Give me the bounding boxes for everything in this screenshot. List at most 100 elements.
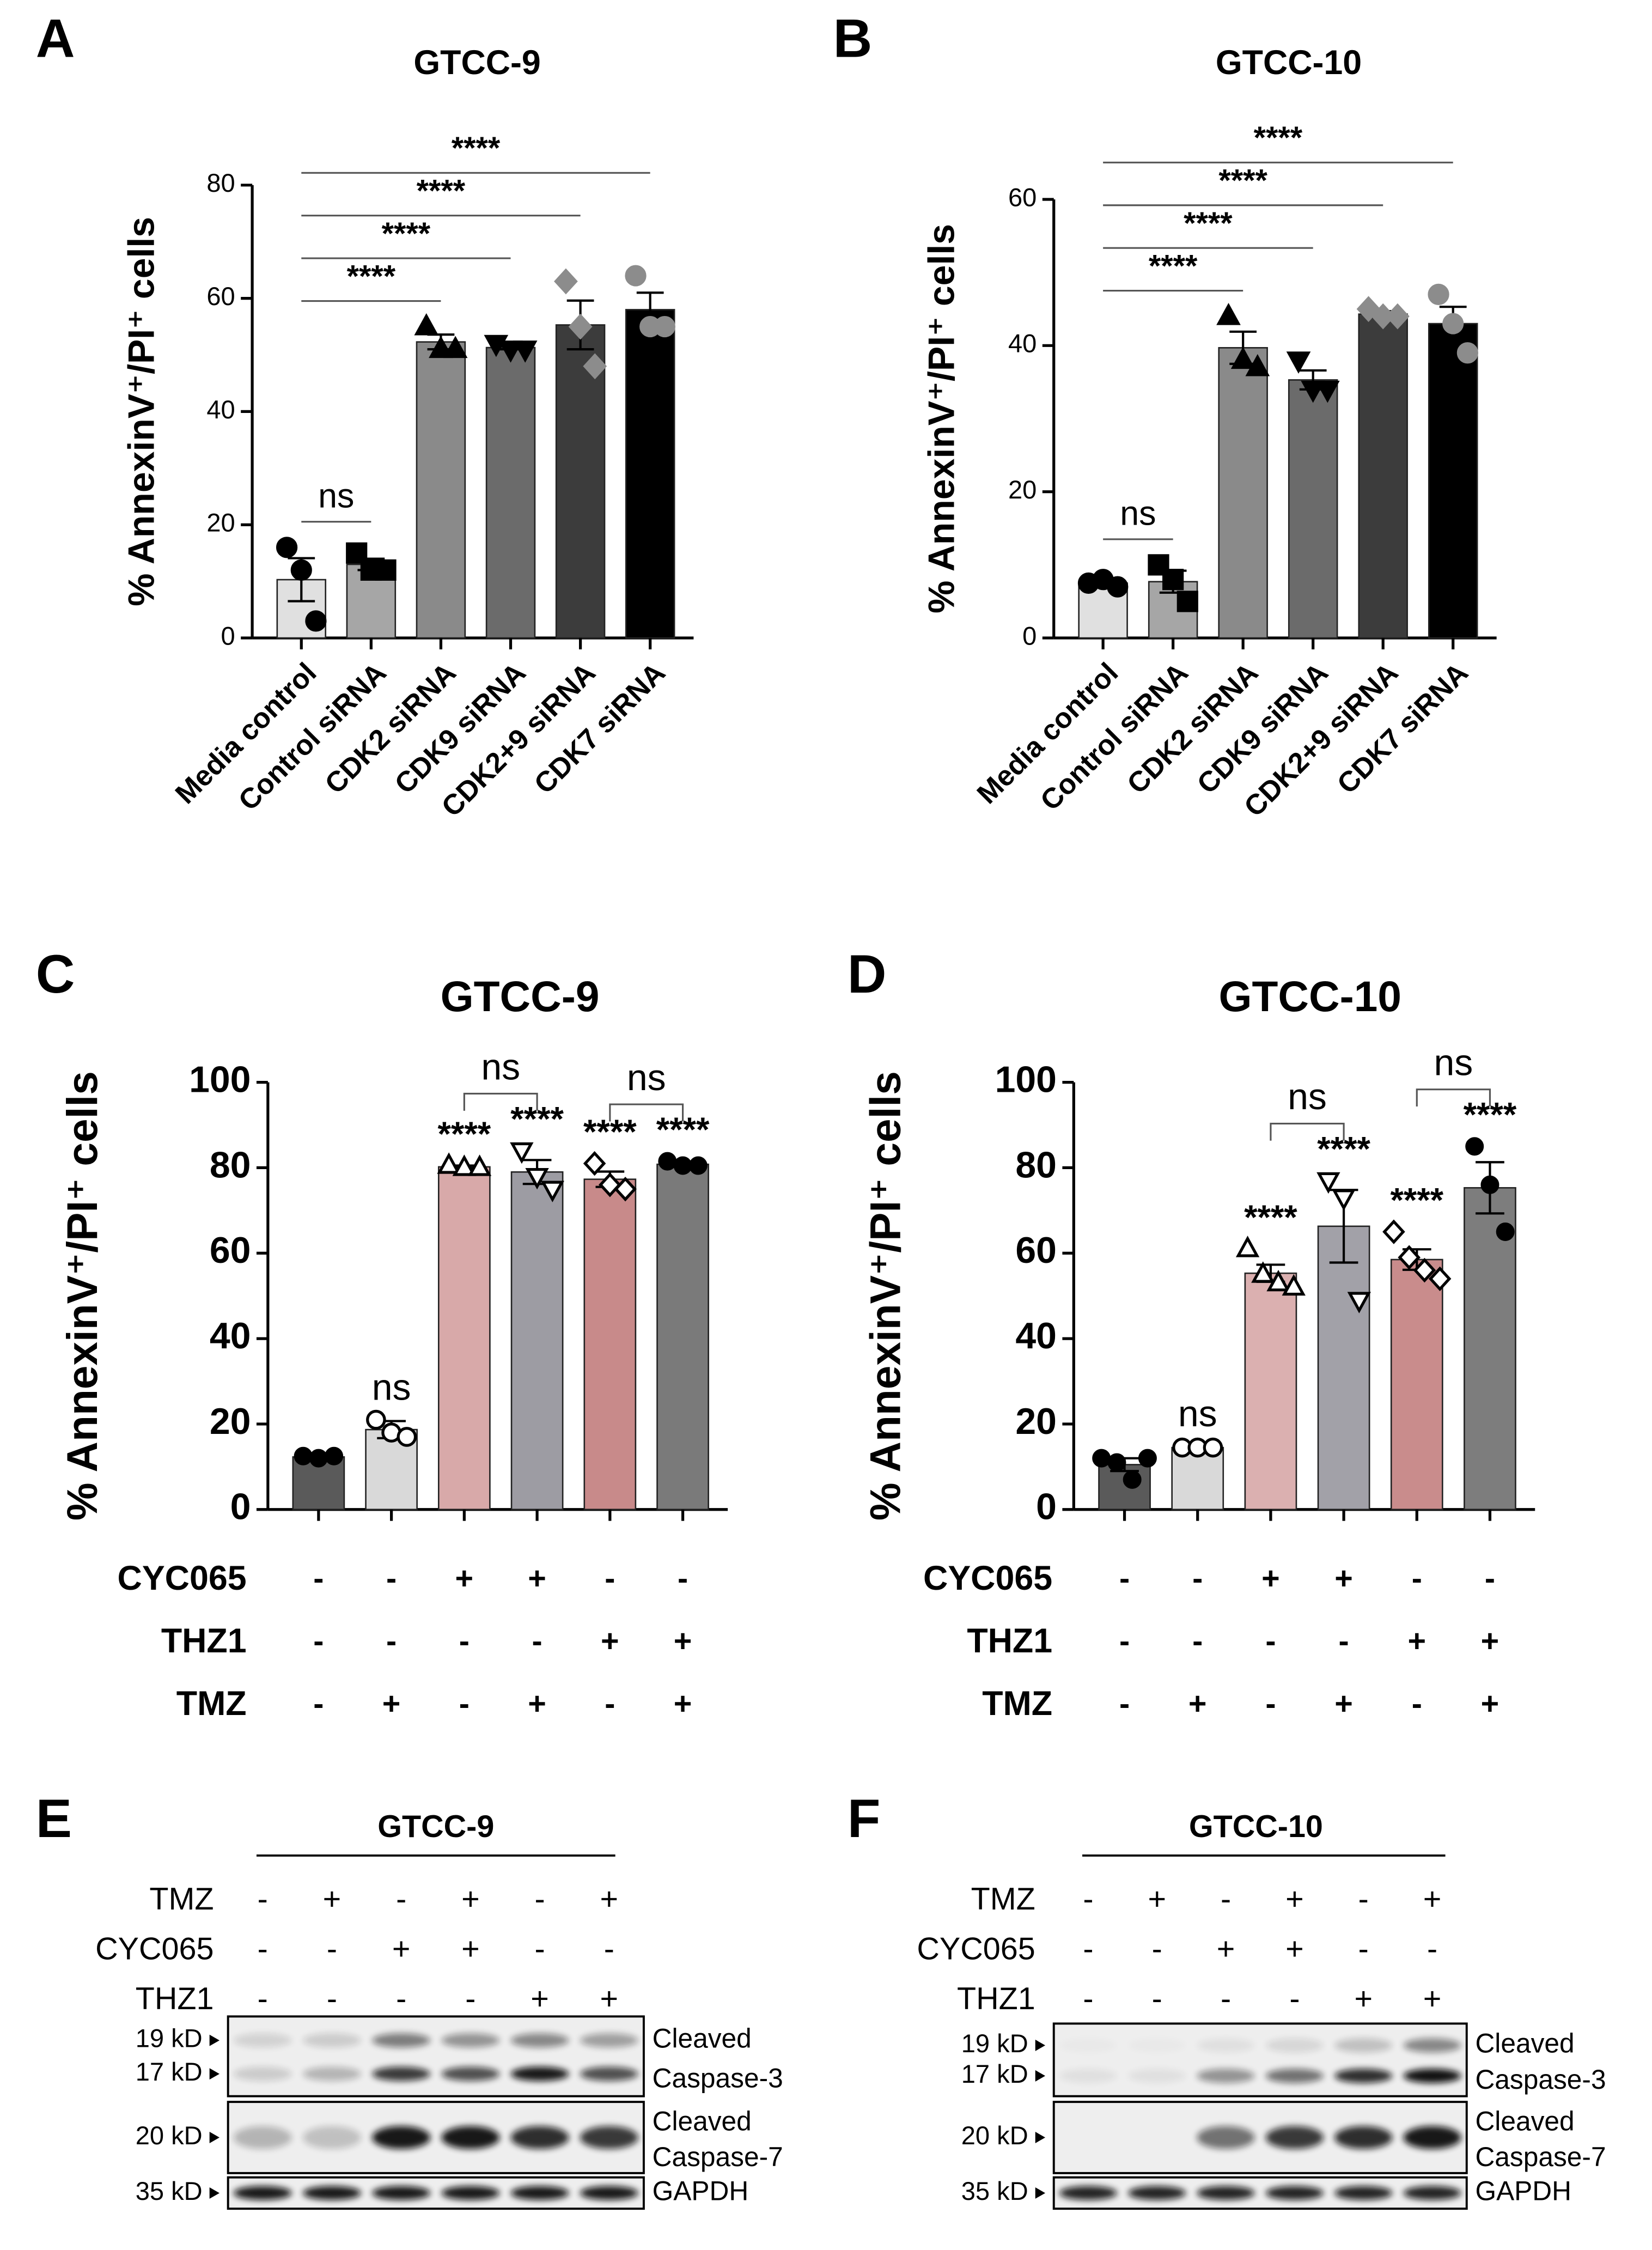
- data-point: [568, 313, 593, 340]
- treatment-sign: +: [1148, 1882, 1166, 1917]
- y-tick-label: 40: [210, 1315, 251, 1357]
- panel-letter: A: [36, 9, 75, 69]
- bar: [1288, 379, 1338, 639]
- treatment-sign: -: [386, 1561, 397, 1596]
- data-point: [325, 1446, 344, 1465]
- blot-band: [1128, 2069, 1186, 2083]
- bar: [1428, 323, 1478, 639]
- band-label: GAPDH: [1475, 2176, 1571, 2206]
- treatment-sign: +: [461, 1931, 480, 1966]
- data-point: [305, 610, 327, 632]
- size-arrow: [209, 2132, 220, 2143]
- data-point: [375, 559, 397, 581]
- size-arrow: [1035, 2132, 1046, 2143]
- y-tick-label: 100: [995, 1059, 1057, 1100]
- blot-band: [303, 2186, 361, 2200]
- significance-label: ****: [1244, 1199, 1297, 1237]
- blot-band: [1403, 2038, 1461, 2053]
- blot-band: [303, 2126, 361, 2149]
- treatment-name: CYC065: [118, 1559, 247, 1597]
- treatment-sign: -: [396, 1882, 406, 1917]
- data-point: [1465, 1137, 1484, 1156]
- treatment-sign: -: [313, 1561, 324, 1596]
- data-point: [1428, 283, 1449, 305]
- blot-band: [1334, 2186, 1393, 2200]
- treatment-sign: +: [1407, 1624, 1426, 1659]
- significance-label: ****: [417, 174, 466, 209]
- significance-label: ns: [372, 1366, 411, 1408]
- blot-band: [580, 2186, 638, 2200]
- bar: [416, 341, 466, 639]
- data-point: [510, 1142, 534, 1164]
- treatment-sign: +: [1481, 1624, 1499, 1659]
- blot-band: [441, 2186, 500, 2200]
- data-point: [1148, 554, 1169, 576]
- blot-title: GTCC-10: [1189, 1809, 1323, 1844]
- treatment-sign: +: [1285, 1882, 1304, 1917]
- band-label: Cleaved: [1475, 2028, 1574, 2059]
- band-label: GAPDH: [653, 2176, 749, 2206]
- data-point: [540, 1181, 564, 1202]
- treatment-name: TMZ: [149, 1882, 214, 1917]
- treatment-sign: -: [327, 1981, 337, 2016]
- blot-band: [1265, 2069, 1324, 2083]
- data-point: [1266, 1269, 1290, 1292]
- data-point: [654, 315, 675, 338]
- band-label: Cleaved: [653, 2106, 752, 2136]
- y-tick-label: 0: [221, 621, 235, 650]
- treatment-sign: -: [258, 1931, 268, 1966]
- band-label: Caspase-7: [1475, 2142, 1606, 2172]
- data-point: [414, 313, 439, 336]
- treatment-sign: -: [465, 1981, 476, 2016]
- data-point: [599, 1172, 621, 1197]
- blot-band: [1265, 2186, 1324, 2200]
- chart-panel: C GTCC-9 % AnnexinV⁺/PI⁺ cells 0 20 40 60 80 100…: [36, 944, 728, 1723]
- treatment-sign: -: [535, 1931, 545, 1966]
- blot-band: [233, 2126, 292, 2149]
- significance-label: ****: [382, 216, 431, 251]
- significance-label: ****: [347, 259, 396, 294]
- data-point: [1138, 1449, 1157, 1468]
- band-label: Caspase-3: [1475, 2064, 1606, 2095]
- treatment-sign: +: [461, 1882, 480, 1917]
- y-tick-label: 40: [1008, 329, 1037, 358]
- y-tick-label: 80: [1015, 1144, 1057, 1185]
- data-point: [1315, 380, 1340, 403]
- bar: [583, 1178, 637, 1511]
- bar: [1358, 313, 1408, 639]
- blot-image: [1052, 2101, 1468, 2174]
- panel-letter: C: [36, 944, 75, 1005]
- size-arrow: [209, 2187, 220, 2199]
- y-axis-label: % AnnexinV⁺/PI⁺ cells: [58, 1071, 106, 1521]
- significance-bracket: [463, 1092, 538, 1111]
- size-marker: 17 kD: [136, 2057, 203, 2086]
- treatment-sign: +: [1423, 1882, 1442, 1917]
- data-point: [583, 1151, 606, 1176]
- y-tick-label: 0: [230, 1486, 251, 1528]
- treatment-sign: +: [674, 1687, 692, 1722]
- blot-band: [1197, 2186, 1255, 2200]
- treatment-sign: -: [605, 1687, 615, 1722]
- data-point: [1203, 1437, 1223, 1458]
- blot-band: [1197, 2069, 1255, 2083]
- bar: [1390, 1258, 1443, 1511]
- chart-title: GTCC-10: [1219, 972, 1401, 1020]
- bar: [625, 309, 675, 639]
- treatment-sign: -: [1152, 1981, 1162, 2016]
- y-tick-label: 100: [189, 1059, 251, 1100]
- y-tick-label: 80: [206, 168, 235, 197]
- treatment-sign: -: [1192, 1561, 1203, 1596]
- treatment-sign: -: [313, 1687, 324, 1722]
- data-point: [1230, 346, 1255, 369]
- data-point: [1356, 296, 1381, 323]
- significance-label: ****: [1254, 120, 1303, 155]
- data-point: [397, 1427, 417, 1447]
- treatment-sign: -: [327, 1931, 337, 1966]
- treatment-sign: +: [674, 1624, 692, 1659]
- data-point: [1385, 303, 1410, 330]
- significance-bracket: [609, 1103, 684, 1122]
- treatment-sign: +: [382, 1687, 401, 1722]
- treatment-sign: -: [1427, 1931, 1437, 1966]
- panel-letter: B: [833, 9, 873, 69]
